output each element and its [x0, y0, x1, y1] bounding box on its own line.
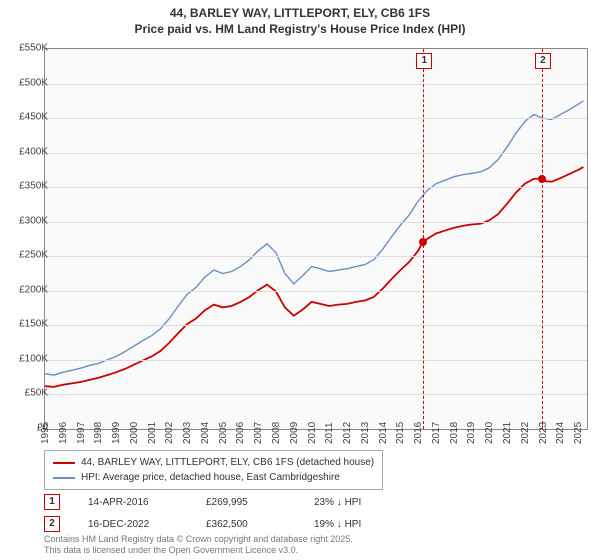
x-tick-label: 2022 — [520, 422, 531, 444]
legend-row: HPI: Average price, detached house, East… — [53, 470, 374, 485]
x-tick-label: 2023 — [538, 422, 549, 444]
y-tick-label: £50K — [8, 388, 48, 399]
y-tick-label: £400K — [8, 146, 48, 157]
title-line1: 44, BARLEY WAY, LITTLEPORT, ELY, CB6 1FS — [0, 6, 600, 22]
sale-dot-1 — [419, 238, 427, 246]
sale-price-1: £269,995 — [206, 497, 286, 508]
marker-line-2 — [542, 49, 543, 429]
series-price_paid — [45, 167, 583, 387]
sale-date-1: 14-APR-2016 — [88, 497, 178, 508]
x-tick-label: 1995 — [40, 422, 51, 444]
x-tick-label: 1999 — [111, 422, 122, 444]
legend: 44, BARLEY WAY, LITTLEPORT, ELY, CB6 1FS… — [44, 450, 383, 490]
footer-line2: This data is licensed under the Open Gov… — [44, 545, 353, 556]
sale-marker-1: 1 — [44, 494, 60, 510]
y-tick-label: £100K — [8, 353, 48, 364]
x-tick-label: 2010 — [307, 422, 318, 444]
chart-area: 12 — [44, 48, 588, 430]
title-line2: Price paid vs. HM Land Registry's House … — [0, 22, 600, 38]
title-block: 44, BARLEY WAY, LITTLEPORT, ELY, CB6 1FS… — [0, 0, 600, 37]
sale-price-2: £362,500 — [206, 519, 286, 530]
x-tick-label: 2006 — [235, 422, 246, 444]
x-tick-label: 2018 — [449, 422, 460, 444]
x-tick-label: 2000 — [129, 422, 140, 444]
x-tick-label: 2004 — [200, 422, 211, 444]
x-tick-label: 1997 — [76, 422, 87, 444]
marker-box-2: 2 — [535, 53, 551, 69]
sale-row: 2 16-DEC-2022 £362,500 19% ↓ HPI — [44, 516, 361, 532]
x-tick-label: 2017 — [431, 422, 442, 444]
x-tick-label: 2012 — [342, 422, 353, 444]
x-tick-label: 2002 — [164, 422, 175, 444]
legend-swatch-1 — [53, 477, 75, 479]
marker-box-1: 1 — [416, 53, 432, 69]
x-tick-label: 2021 — [502, 422, 513, 444]
sale-dot-2 — [538, 175, 546, 183]
sales-block: 1 14-APR-2016 £269,995 23% ↓ HPI 2 16-DE… — [44, 494, 361, 538]
x-tick-label: 2005 — [218, 422, 229, 444]
legend-label-1: HPI: Average price, detached house, East… — [81, 470, 340, 485]
x-tick-label: 2001 — [147, 422, 158, 444]
sale-row: 1 14-APR-2016 £269,995 23% ↓ HPI — [44, 494, 361, 510]
legend-row: 44, BARLEY WAY, LITTLEPORT, ELY, CB6 1FS… — [53, 455, 374, 470]
x-tick-label: 2011 — [324, 422, 335, 444]
y-tick-label: £350K — [8, 181, 48, 192]
chart-container: 44, BARLEY WAY, LITTLEPORT, ELY, CB6 1FS… — [0, 0, 600, 560]
sale-diff-1: 23% ↓ HPI — [314, 497, 361, 508]
x-tick-label: 2020 — [484, 422, 495, 444]
y-tick-label: £300K — [8, 215, 48, 226]
x-tick-label: 2003 — [182, 422, 193, 444]
legend-label-0: 44, BARLEY WAY, LITTLEPORT, ELY, CB6 1FS… — [81, 455, 374, 470]
x-tick-label: 2019 — [466, 422, 477, 444]
x-tick-label: 1996 — [58, 422, 69, 444]
line-series-svg — [45, 49, 587, 429]
y-tick-label: £550K — [8, 43, 48, 54]
y-tick-label: £450K — [8, 112, 48, 123]
x-tick-label: 2015 — [395, 422, 406, 444]
x-tick-label: 1998 — [93, 422, 104, 444]
x-tick-label: 2024 — [555, 422, 566, 444]
series-hpi — [45, 101, 583, 375]
x-tick-label: 2009 — [289, 422, 300, 444]
x-tick-label: 2016 — [413, 422, 424, 444]
footer: Contains HM Land Registry data © Crown c… — [44, 534, 353, 556]
x-tick-label: 2025 — [573, 422, 584, 444]
y-tick-label: £500K — [8, 77, 48, 88]
sale-date-2: 16-DEC-2022 — [88, 519, 178, 530]
sale-diff-2: 19% ↓ HPI — [314, 519, 361, 530]
sale-marker-2: 2 — [44, 516, 60, 532]
y-tick-label: £200K — [8, 284, 48, 295]
x-tick-label: 2013 — [360, 422, 371, 444]
y-tick-label: £250K — [8, 250, 48, 261]
x-tick-label: 2014 — [378, 422, 389, 444]
x-tick-label: 2008 — [271, 422, 282, 444]
x-tick-label: 2007 — [253, 422, 264, 444]
footer-line1: Contains HM Land Registry data © Crown c… — [44, 534, 353, 545]
y-tick-label: £150K — [8, 319, 48, 330]
legend-swatch-0 — [53, 462, 75, 464]
